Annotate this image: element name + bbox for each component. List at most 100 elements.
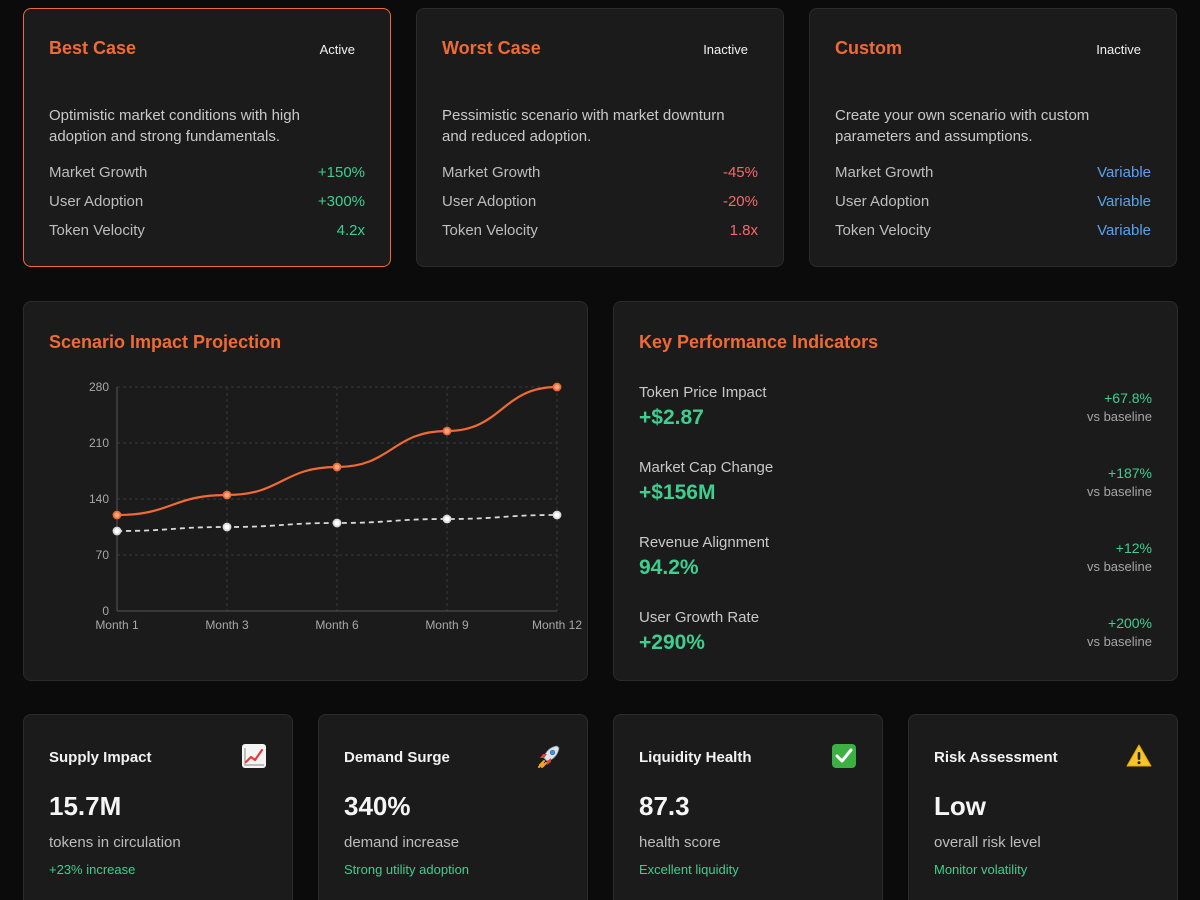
scenario-description: Pessimistic scenario with market downtur… — [442, 107, 725, 145]
scenario-status-badge: Inactive — [1096, 42, 1141, 57]
kpi-value: 94.2% — [639, 556, 699, 579]
metric-row-user-adoption: User Adoption -20% — [442, 193, 758, 213]
metric-card-supply-impact: Supply Impact 15.7M tokens in circulatio… — [23, 714, 293, 900]
metric-value: Variable — [1097, 222, 1151, 239]
kpi-card: Key Performance Indicators Token Price I… — [613, 301, 1178, 681]
metric-row-user-adoption: User Adoption Variable — [835, 193, 1151, 213]
metric-card-value: 15.7M — [49, 791, 122, 821]
y-tick-label: 140 — [89, 492, 109, 506]
kpi-change: +200% — [1108, 615, 1152, 631]
kpi-value: +290% — [639, 631, 705, 654]
metric-row-user-adoption: User Adoption +300% — [49, 193, 365, 213]
data-point[interactable] — [222, 522, 232, 532]
metric-label: Market Growth — [49, 164, 148, 181]
x-tick-label: Month 1 — [95, 618, 139, 632]
kpi-title: Key Performance Indicators — [639, 332, 879, 352]
metric-card-value: Low — [934, 791, 986, 821]
data-point[interactable] — [222, 490, 232, 500]
metric-card-subtitle: health score — [639, 834, 721, 851]
kpi-change: +67.8% — [1104, 390, 1152, 406]
data-point[interactable] — [112, 526, 122, 536]
metric-row-market-growth: Market Growth -45% — [442, 164, 758, 184]
x-tick-label: Month 12 — [532, 618, 582, 632]
metric-card-subtitle: tokens in circulation — [49, 834, 181, 851]
scenario-title: Worst Case — [442, 38, 541, 58]
metric-row-token-velocity: Token Velocity 1.8x — [442, 222, 758, 242]
data-point[interactable] — [442, 426, 452, 436]
kpi-label: Token Price Impact — [639, 384, 767, 401]
kpi-change: +12% — [1115, 540, 1152, 556]
data-point[interactable] — [332, 518, 342, 528]
metric-row-market-growth: Market Growth +150% — [49, 164, 365, 184]
warning-icon — [1126, 744, 1152, 767]
data-point[interactable] — [442, 514, 452, 524]
metric-value: Variable — [1097, 164, 1151, 181]
metric-label: Token Velocity — [49, 222, 145, 239]
metric-card-title: Demand Surge — [344, 749, 450, 766]
chart-title: Scenario Impact Projection — [49, 332, 282, 352]
kpi-label: Revenue Alignment — [639, 534, 770, 551]
kpi-baseline: vs baseline — [1086, 484, 1152, 499]
scenario-card-best-case[interactable]: Best Case Active Optimistic market condi… — [23, 8, 391, 267]
scenario-status-badge: Inactive — [703, 42, 748, 57]
metric-row-token-velocity: Token Velocity Variable — [835, 222, 1151, 242]
projection-line-chart: 0 70 140 210 280 Month 1 Month 3 Month 6 Month 9… — [89, 380, 582, 632]
x-tick-label: Month 6 — [315, 618, 359, 632]
metric-card-value: 87.3 — [639, 791, 690, 821]
scenario-card-worst-case[interactable]: Worst Case Inactive Pessimistic scenario… — [416, 8, 784, 267]
projection-chart-card: Scenario Impact Projection 0 70 140 210 280 M… — [23, 301, 588, 681]
kpi-value: +$2.87 — [639, 406, 704, 429]
metric-label: Token Velocity — [835, 222, 931, 239]
kpi-change: +187% — [1108, 465, 1152, 481]
metric-value: 4.2x — [336, 222, 365, 239]
metric-card-note: Excellent liquidity — [639, 862, 739, 877]
metric-card-risk-assessment: Risk Assessment Low overall risk level M… — [908, 714, 1178, 900]
data-point[interactable] — [332, 462, 342, 472]
x-tick-label: Month 3 — [205, 618, 249, 632]
scenario-description: Optimistic market conditions with high a… — [49, 107, 300, 145]
metric-label: User Adoption — [835, 193, 930, 210]
metric-card-note: +23% increase — [49, 862, 136, 877]
scenario-status-badge: Active — [319, 42, 355, 57]
metric-label: Market Growth — [835, 164, 934, 181]
metric-label: User Adoption — [49, 193, 144, 210]
metric-card-subtitle: demand increase — [344, 834, 460, 851]
rocket-icon — [538, 745, 560, 768]
metric-label: User Adoption — [442, 193, 537, 210]
metric-value: +150% — [317, 164, 365, 181]
kpi-baseline: vs baseline — [1086, 559, 1152, 574]
metric-card-note: Monitor volatility — [934, 862, 1028, 877]
kpi-baseline: vs baseline — [1086, 634, 1152, 649]
metric-value: -20% — [722, 193, 758, 210]
data-point[interactable] — [112, 510, 122, 520]
x-tick-label: Month 9 — [425, 618, 469, 632]
metric-value: 1.8x — [729, 222, 758, 239]
check-mark-icon — [832, 744, 856, 768]
metric-row-market-growth: Market Growth Variable — [835, 164, 1151, 184]
y-tick-label: 0 — [102, 604, 109, 618]
metric-label: Token Velocity — [442, 222, 538, 239]
kpi-label: User Growth Rate — [639, 609, 760, 626]
metric-value: -45% — [722, 164, 758, 181]
y-tick-label: 70 — [96, 548, 110, 562]
chart-increasing-icon — [242, 744, 266, 768]
kpi-label: Market Cap Change — [639, 459, 774, 476]
metric-value: +300% — [317, 193, 365, 210]
metric-value: Variable — [1097, 193, 1151, 210]
kpi-baseline: vs baseline — [1086, 409, 1152, 424]
data-point[interactable] — [552, 510, 562, 520]
data-point[interactable] — [552, 382, 562, 392]
metric-label: Market Growth — [442, 164, 541, 181]
metric-card-liquidity-health: Liquidity Health 87.3 health score Excel… — [613, 714, 883, 900]
scenario-card-custom[interactable]: Custom Inactive Create your own scenario… — [809, 8, 1177, 267]
scenario-title: Custom — [835, 38, 902, 58]
metric-card-title: Risk Assessment — [934, 749, 1058, 766]
metric-card-title: Supply Impact — [49, 749, 152, 766]
metric-card-demand-surge: Demand Surge 340% demand increase Strong… — [318, 714, 588, 900]
scenario-title: Best Case — [49, 38, 137, 58]
metric-card-value: 340% — [344, 791, 411, 821]
kpi-value: +$156M — [639, 481, 716, 504]
metric-row-token-velocity: Token Velocity 4.2x — [49, 222, 365, 242]
scenario-description: Create your own scenario with custom par… — [835, 107, 1090, 145]
y-tick-label: 210 — [89, 436, 109, 450]
